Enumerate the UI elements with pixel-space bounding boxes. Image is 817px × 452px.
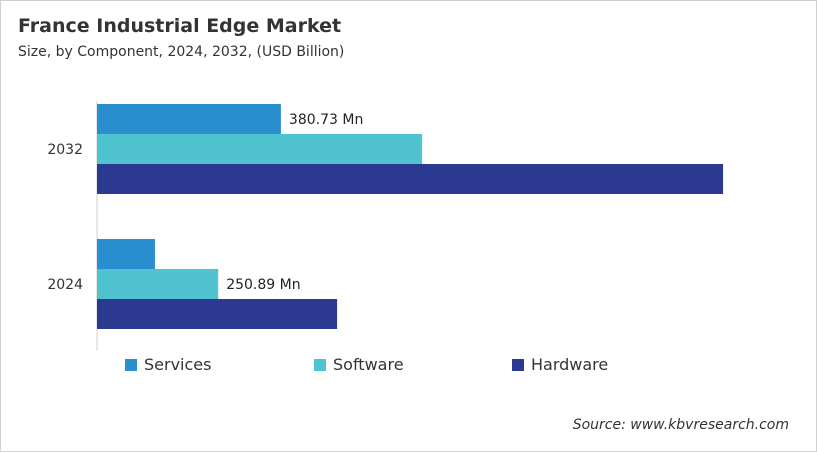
chart-title: France Industrial Edge Market [18,15,342,37]
legend-item-software: Software [314,355,404,374]
bar-software-2024 [97,269,219,299]
bar-software-2032 [97,134,423,164]
legend-swatch [314,358,326,371]
chart-subtitle: Size, by Component, 2024, 2032, (USD Bil… [18,44,345,60]
legend-label: Hardware [531,355,609,374]
legend-label: Services [144,355,212,374]
source-note: Source: www.kbvresearch.com [572,417,789,433]
bar-services-2032 [97,104,281,134]
y-tick-label: 2032 [47,142,83,158]
legend-swatch [512,358,524,371]
legend-swatch [125,358,137,371]
bar-hardware-2024 [97,299,338,329]
bar-services-2024 [97,239,155,269]
bar-hardware-2032 [97,164,724,194]
legend-item-services: Services [125,355,211,374]
data-label: 250.89 Mn [226,277,300,293]
legend-label: Software [333,355,404,374]
y-tick-label: 2024 [47,277,83,293]
legend-item-hardware: Hardware [512,355,608,374]
data-label: 380.73 Mn [289,112,363,128]
